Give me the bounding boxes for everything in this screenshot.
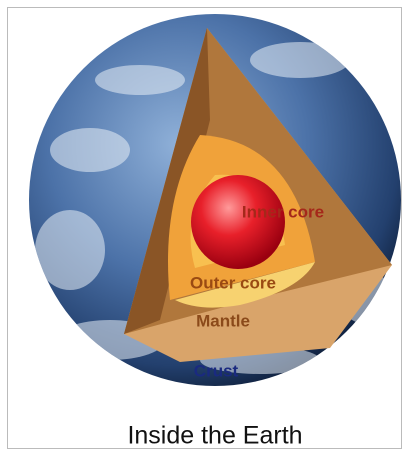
inner-core-sphere	[191, 175, 285, 269]
diagram: Inner core Outer core Mantle Crust Insid…	[0, 0, 409, 456]
mantle-label: Mantle	[196, 311, 250, 330]
outer-core-label: Outer core	[190, 273, 276, 292]
title: Inside the Earth	[127, 422, 302, 450]
page: {"title": "Inside the Earth", "layers": …	[0, 0, 409, 456]
crust-label: Crust	[194, 361, 239, 380]
inner-core-label: Inner core	[242, 202, 324, 221]
